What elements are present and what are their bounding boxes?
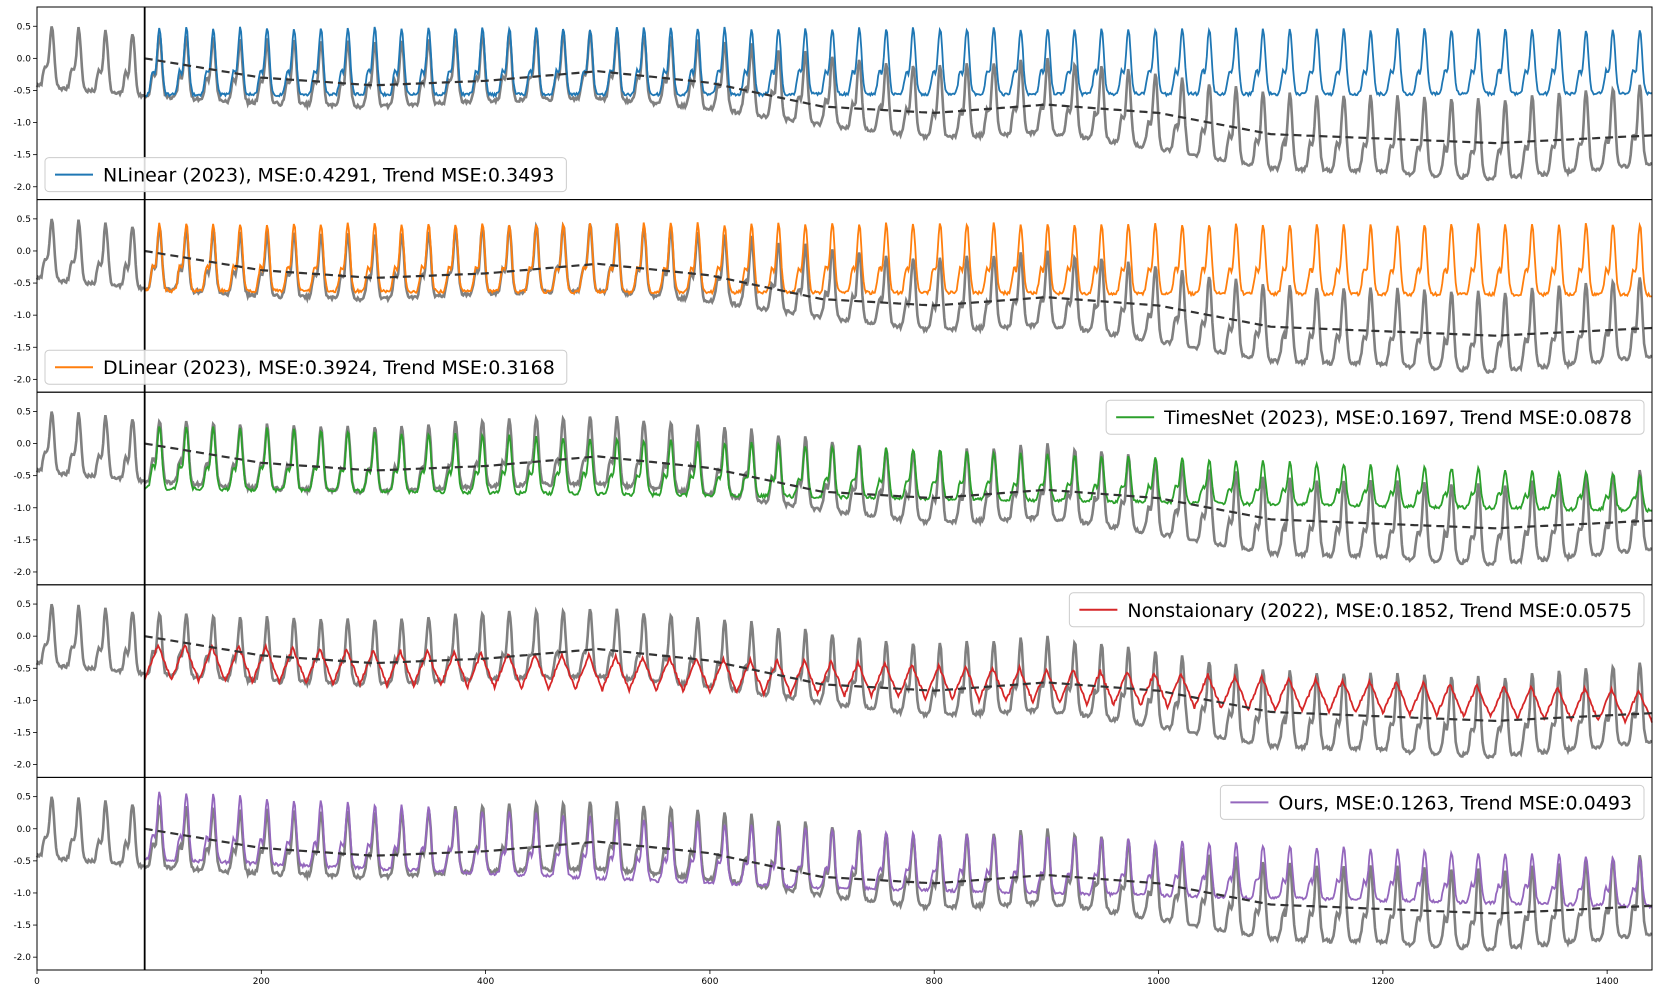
ground-truth-line [35, 411, 1653, 567]
ground-truth-line [35, 218, 1653, 374]
legend: Ours, MSE:0.1263, Trend MSE:0.0493 [1219, 784, 1645, 820]
x-tick-label: 200 [253, 977, 270, 987]
y-tick-label: 0.5 [17, 215, 31, 225]
y-tick-label: 0.5 [17, 793, 31, 803]
y-tick-label: -1.0 [13, 119, 31, 129]
y-tick-label: -1.0 [13, 311, 31, 321]
x-tick-label: 400 [477, 977, 494, 987]
y-tick-label: -1.5 [13, 921, 31, 931]
trend-line [144, 442, 1653, 530]
y-tick-label: -0.5 [13, 472, 31, 482]
prediction-line [144, 426, 1653, 514]
y-tick-label: 0.0 [17, 825, 32, 835]
y-tick-label: 0.0 [17, 247, 32, 257]
y-tick-label: -2.0 [13, 953, 31, 963]
x-tick-label: 0 [34, 977, 40, 987]
x-tick-label: 1400 [1596, 977, 1619, 987]
x-tick-label: 1000 [1147, 977, 1170, 987]
prediction-line [144, 791, 1653, 910]
y-tick-label: 0.0 [17, 54, 32, 64]
y-tick-label: -0.5 [13, 279, 31, 289]
trend-line [144, 635, 1653, 723]
legend-label: Nonstaionary (2022), MSE:0.1852, Trend M… [1127, 600, 1632, 622]
y-tick-label: -1.0 [13, 504, 31, 514]
legend-box [1068, 592, 1645, 628]
y-tick-label: -1.0 [13, 889, 31, 899]
legend-box [1105, 399, 1645, 435]
y-tick-label: 0.0 [17, 440, 32, 450]
y-tick-label: -2.0 [13, 761, 31, 771]
legend: NLinear (2023), MSE:0.4291, Trend MSE:0.… [44, 157, 567, 193]
axes-frame [36, 776, 1653, 971]
y-tick-label: 0.5 [17, 22, 31, 32]
y-tick-label: -1.5 [13, 343, 31, 353]
y-tick-label: -0.5 [13, 86, 31, 96]
legend-label: NLinear (2023), MSE:0.4291, Trend MSE:0.… [103, 165, 554, 187]
ground-truth-line [35, 796, 1653, 952]
legend-box [44, 349, 568, 385]
trend-line [144, 249, 1653, 337]
y-tick-label: 0.5 [17, 600, 31, 610]
y-tick-label: -1.5 [13, 728, 31, 738]
legend-box [44, 157, 567, 193]
y-tick-label: -2.0 [13, 183, 31, 193]
legend-label: TimesNet (2023), MSE:0.1697, Trend MSE:0… [1163, 407, 1632, 429]
legend-label: DLinear (2023), MSE:0.3924, Trend MSE:0.… [103, 357, 555, 379]
y-tick-label: -0.5 [13, 664, 31, 674]
trend-line [144, 57, 1653, 145]
y-tick-label: -2.0 [13, 375, 31, 385]
ground-truth-line [35, 603, 1653, 760]
panel-2: 0.5 0.0 -0.5 -1.0 -1.5 -2.0 DLinear (2023), MS… [13, 199, 1653, 393]
y-tick-label: -2.0 [13, 568, 31, 578]
y-tick-label: -1.5 [13, 536, 31, 546]
ground-truth-line [35, 26, 1653, 182]
prediction-line [144, 25, 1653, 99]
prediction-line [143, 221, 1653, 298]
y-tick-label: 0.0 [17, 632, 32, 642]
panel-4: 0.5 0.0 -0.5 -1.0 -1.5 -2.0 Nonstaionary (2022… [13, 584, 1653, 778]
y-tick-label: -0.5 [13, 857, 31, 867]
panel-1: 0.5 0.0 -0.5 -1.0 -1.5 -2.0 NLinear (2023), MS… [13, 6, 1653, 201]
y-tick-label: -1.0 [13, 696, 31, 706]
trend-line [144, 827, 1653, 915]
panel-3: 0.5 0.0 -0.5 -1.0 -1.5 -2.0 TimesNet (2023), M… [13, 391, 1653, 586]
legend: DLinear (2023), MSE:0.3924, Trend MSE:0.… [44, 349, 568, 385]
panel-5: 0.5 0.0 -0.5 -1.0 -1.5 -2.0 Ours, MSE:0.1263, … [13, 776, 1653, 971]
x-tick-label: 800 [926, 977, 943, 987]
x-tick-label: 600 [701, 977, 718, 987]
legend-label: Ours, MSE:0.1263, Trend MSE:0.0493 [1278, 792, 1632, 814]
y-tick-label: -1.5 [13, 151, 31, 161]
legend: TimesNet (2023), MSE:0.1697, Trend MSE:0… [1105, 399, 1645, 435]
y-tick-label: 0.5 [17, 407, 31, 417]
legend-box [1219, 784, 1645, 820]
x-axis: 0 200 400 600 800 1000 1200 1400 [34, 970, 1619, 987]
x-tick-label: 1200 [1371, 977, 1394, 987]
legend: Nonstaionary (2022), MSE:0.1852, Trend M… [1068, 592, 1645, 628]
